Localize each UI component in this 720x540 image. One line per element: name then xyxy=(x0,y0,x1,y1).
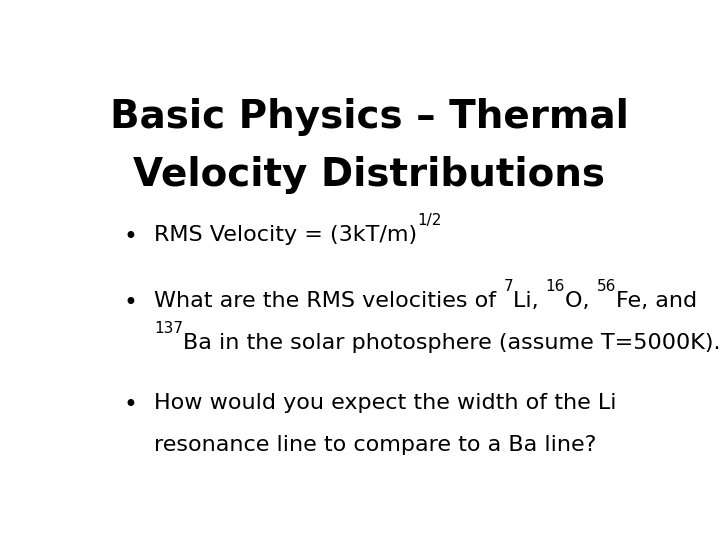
Text: 16: 16 xyxy=(546,279,565,294)
Text: •: • xyxy=(124,225,138,249)
Text: Velocity Distributions: Velocity Distributions xyxy=(133,156,605,194)
Text: Li,: Li, xyxy=(513,292,546,312)
Text: •: • xyxy=(124,393,138,417)
Text: O,: O, xyxy=(565,292,597,312)
Text: RMS Velocity = (3kT/m): RMS Velocity = (3kT/m) xyxy=(154,225,418,245)
Text: Fe, and: Fe, and xyxy=(616,292,697,312)
Text: How would you expect the width of the Li: How would you expect the width of the Li xyxy=(154,393,616,413)
Text: 56: 56 xyxy=(597,279,616,294)
Text: 7: 7 xyxy=(503,279,513,294)
Text: 1/2: 1/2 xyxy=(418,213,441,228)
Text: What are the RMS velocities of: What are the RMS velocities of xyxy=(154,292,503,312)
Text: 137: 137 xyxy=(154,321,183,335)
Text: •: • xyxy=(124,292,138,315)
Text: Basic Physics – Thermal: Basic Physics – Thermal xyxy=(109,98,629,136)
Text: Ba in the solar photosphere (assume T=5000K).: Ba in the solar photosphere (assume T=50… xyxy=(183,333,720,353)
Text: resonance line to compare to a Ba line?: resonance line to compare to a Ba line? xyxy=(154,435,597,455)
